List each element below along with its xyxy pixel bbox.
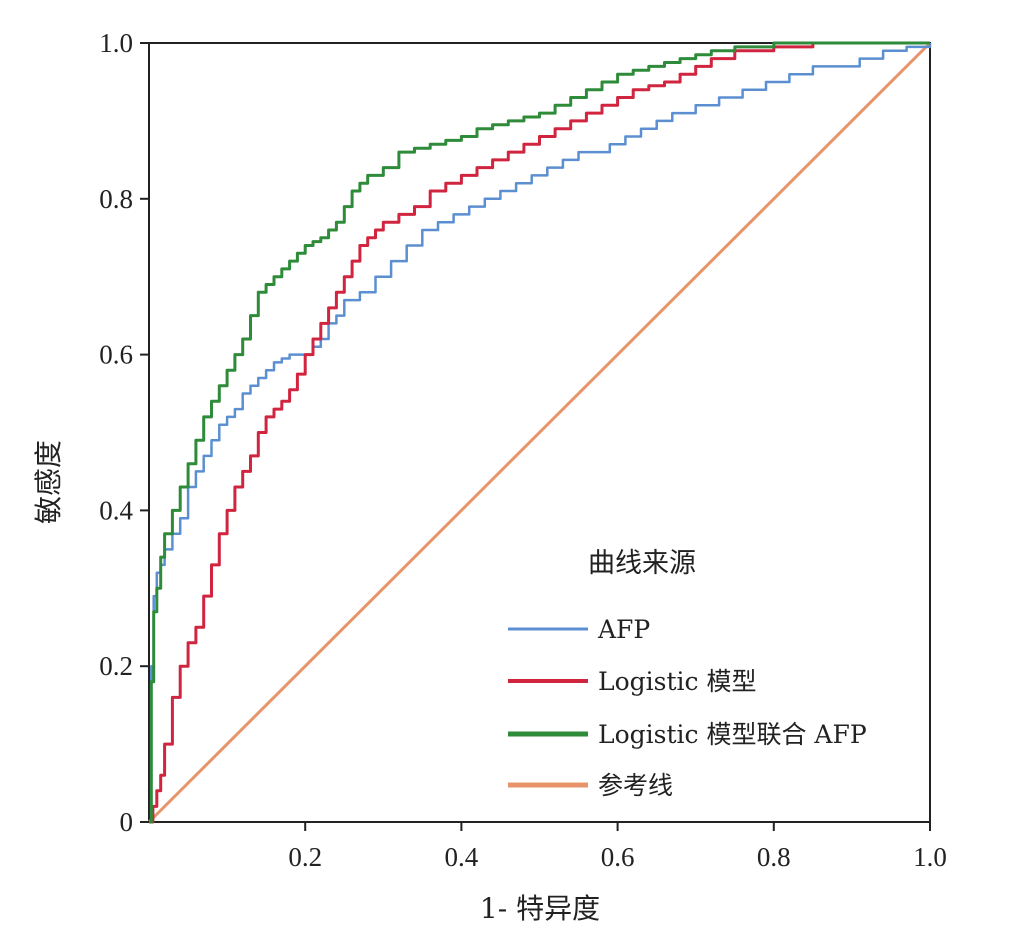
y-tick-label: 0.8: [99, 184, 133, 214]
plot-frame: [148, 42, 931, 823]
legend-label-combined: Logistic 模型联合 AFP: [598, 720, 867, 749]
legend-label-logistic: Logistic 模型: [598, 667, 756, 696]
series-line-logistic: [149, 41, 930, 824]
x-tick-label: 0.2: [288, 842, 322, 872]
legend-label-reference: 参考线: [598, 771, 673, 800]
y-tick-label: 0: [120, 807, 134, 837]
series-line-afp: [149, 43, 932, 824]
series-line-combined: [149, 41, 930, 824]
y-tick-label: 0.6: [99, 340, 133, 370]
x-tick-label: 0.4: [445, 842, 479, 872]
x-tick-label: 0.6: [601, 842, 635, 872]
legend: 曲线来源 AFP Logistic 模型 Logistic 模型联合 AFP 参…: [508, 548, 867, 800]
x-tick-label: 0.8: [757, 842, 791, 872]
y-tick-label: 1.0: [99, 28, 133, 58]
y-tick-label: 0.4: [99, 495, 133, 525]
x-tick-label: 1.0: [913, 842, 947, 872]
y-axis-title: 敏感度: [32, 440, 65, 524]
y-tick-label: 0.2: [99, 651, 133, 681]
series-layer: [147, 41, 932, 824]
legend-title: 曲线来源: [588, 548, 696, 579]
x-axis-title: 1- 特异度: [480, 892, 600, 925]
ticks-layer: 0.2 0.4 0.6 0.8 1.0 0 0.2 0.4 0.6 0.8 1.0: [99, 28, 947, 872]
series-line-reference: [147, 41, 932, 824]
legend-label-afp: AFP: [597, 615, 650, 644]
